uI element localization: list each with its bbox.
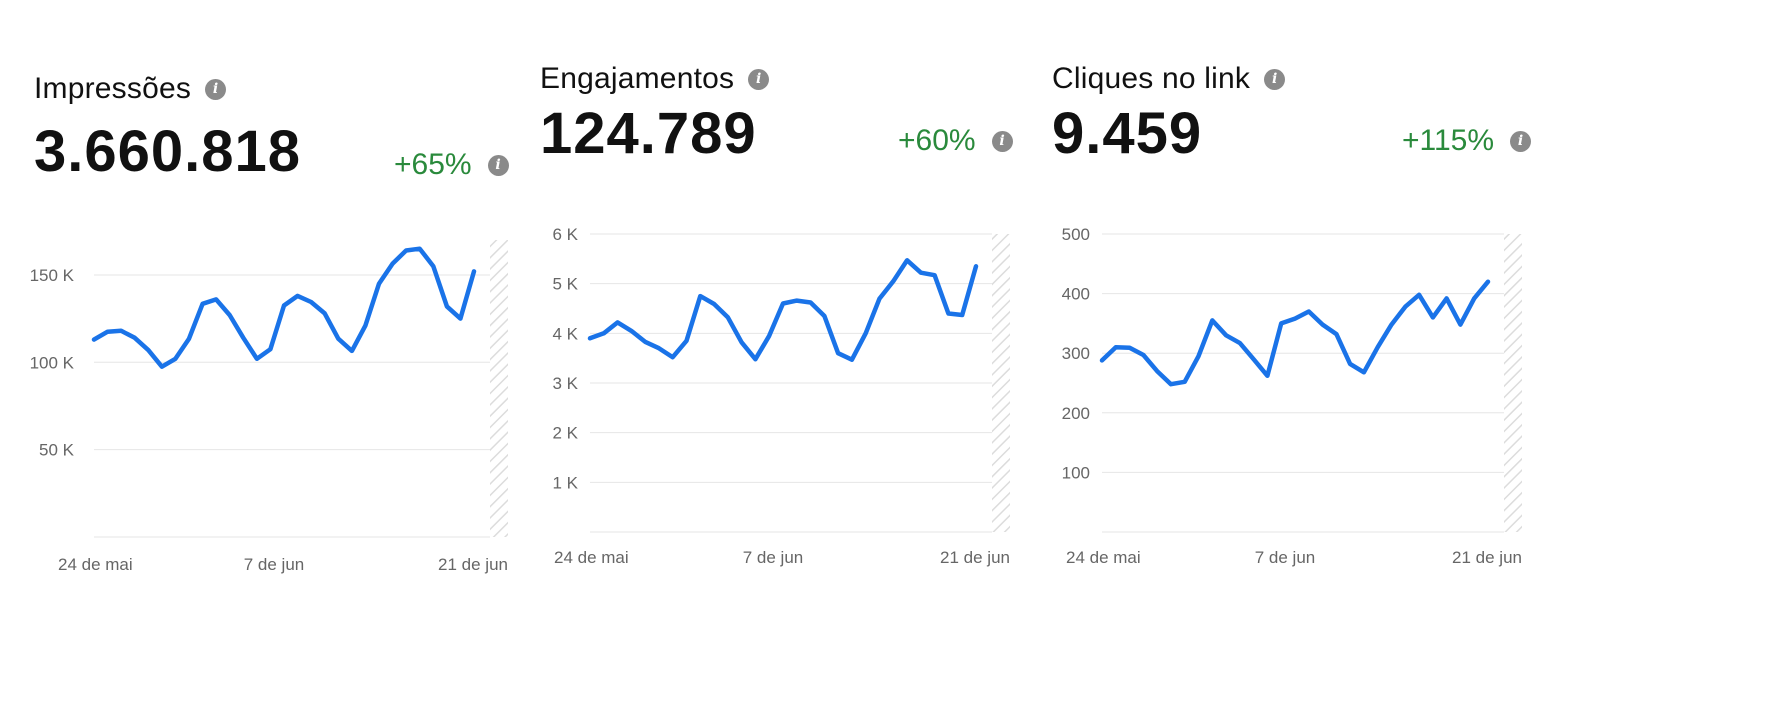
y-tick-label: 100	[1062, 463, 1090, 482]
x-tick-label: 7 de jun	[743, 548, 804, 567]
x-tick-label: 7 de jun	[1255, 548, 1316, 567]
y-tick-label: 200	[1062, 404, 1090, 423]
info-icon[interactable]: i	[205, 78, 227, 100]
change-percent: +60%	[898, 124, 976, 157]
y-tick-label: 5 K	[552, 275, 578, 294]
change-percent: +65%	[394, 148, 472, 181]
x-tick-label: 24 de mai	[1066, 548, 1141, 567]
panel-title: Engajamentos	[540, 62, 735, 95]
metric-value: 9.459	[1052, 101, 1203, 166]
panel-title-row: Cliques no link i	[1052, 62, 1286, 96]
info-icon[interactable]: i	[991, 130, 1013, 152]
metric-value: 3.660.818	[34, 119, 302, 184]
y-tick-label: 2 K	[552, 424, 578, 443]
panel-title-row: Engajamentos i	[540, 62, 770, 96]
series-line	[91, 246, 477, 369]
series-line	[1099, 279, 1491, 387]
change-row: +115% i	[1402, 124, 1532, 158]
x-tick-label: 24 de mai	[554, 548, 629, 567]
info-icon[interactable]: i	[487, 154, 509, 176]
y-tick-label: 4 K	[552, 324, 578, 343]
y-tick-label: 100 K	[30, 353, 75, 372]
future-period-shade	[1504, 234, 1522, 532]
y-tick-label: 50 K	[39, 441, 75, 460]
future-period-shade	[490, 240, 508, 537]
y-tick-label: 6 K	[552, 225, 578, 244]
series-line	[587, 258, 979, 362]
y-tick-label: 500	[1062, 225, 1090, 244]
y-tick-label: 300	[1062, 344, 1090, 363]
x-tick-label: 21 de jun	[940, 548, 1010, 567]
y-tick-label: 400	[1062, 285, 1090, 304]
y-tick-label: 3 K	[552, 374, 578, 393]
y-tick-label: 1 K	[552, 473, 578, 492]
change-row: +65% i	[394, 148, 509, 182]
metric-value: 124.789	[540, 101, 757, 166]
line-chart: 1 K 2 K 3 K 4 K 5 K 6 K 24 de mai 7 de jun 21 de…	[552, 225, 1010, 567]
panel-title: Cliques no link	[1052, 62, 1251, 95]
info-icon[interactable]: i	[1510, 130, 1532, 152]
line-chart: 50 K 100 K 150 K 24 de mai 7 de jun 21 de jun	[30, 240, 508, 574]
y-tick-label: 150 K	[30, 266, 75, 285]
x-tick-label: 21 de jun	[438, 555, 508, 574]
info-icon[interactable]: i	[1264, 68, 1286, 90]
change-percent: +115%	[1402, 124, 1495, 157]
change-row: +60% i	[898, 124, 1013, 158]
panel-cliques-no-link: Cliques no link i 9.459 +115% i 100 200 30…	[1052, 0, 1612, 728]
panel-engajamentos: Engajamentos i 124.789 +60% i 1 K 2 K 3 K 4…	[540, 0, 1100, 728]
future-period-shade	[992, 234, 1010, 532]
panel-impressoes: Impressões i 3.660.818 +65% i 50 K 100 K 1…	[30, 0, 594, 728]
x-tick-label: 21 de jun	[1452, 548, 1522, 567]
info-icon[interactable]: i	[748, 68, 770, 90]
panel-title: Impressões	[34, 72, 192, 105]
panel-title-row: Impressões i	[34, 72, 227, 106]
line-chart: 100 200 300 400 500 24 de mai 7 de jun 21 de ju…	[1062, 225, 1522, 567]
x-tick-label: 7 de jun	[244, 555, 305, 574]
x-tick-label: 24 de mai	[58, 555, 133, 574]
